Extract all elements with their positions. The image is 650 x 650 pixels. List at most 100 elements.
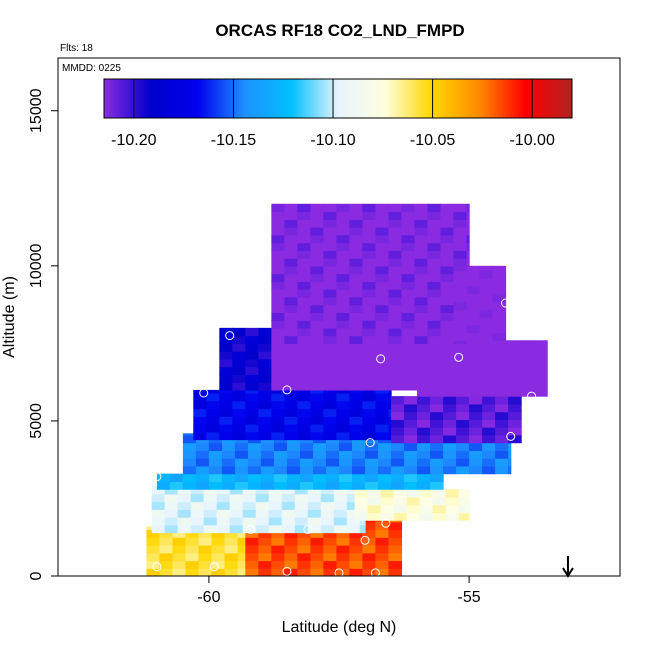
heatmap-cell	[229, 493, 244, 503]
heatmap-cell	[414, 234, 429, 244]
heatmap-cell	[466, 219, 470, 228]
heatmap-cell	[508, 372, 522, 382]
heatmap-cell	[406, 512, 421, 521]
heatmap-cell	[339, 458, 353, 467]
heatmap-cell	[310, 358, 324, 368]
heatmap-cell	[271, 343, 285, 352]
heatmap-cell	[380, 512, 395, 521]
heatmap-cell	[297, 234, 311, 244]
heatmap-cell	[466, 293, 481, 303]
heatmap-cell	[508, 442, 512, 451]
heatmap-cell	[224, 560, 239, 569]
heatmap-cell	[362, 211, 377, 220]
heatmap-cell	[456, 403, 470, 413]
heatmap-cell	[219, 382, 233, 391]
heatmap-cell	[375, 273, 390, 282]
heatmap-cell	[362, 304, 377, 313]
heatmap-cell	[310, 289, 324, 298]
sample-point	[428, 191, 438, 201]
heatmap-cell	[336, 389, 351, 394]
heatmap-cell	[221, 481, 236, 490]
heatmap-cell	[375, 568, 390, 576]
heatmap-cell	[185, 529, 200, 538]
heatmap-cell	[164, 517, 179, 526]
heatmap-cell	[258, 568, 272, 576]
heatmap-cell	[195, 465, 210, 475]
heatmap-cell	[391, 434, 405, 444]
heatmap-cell	[297, 289, 311, 298]
heatmap-cell	[495, 341, 509, 351]
heatmap-cell	[495, 380, 509, 389]
heatmap-cell	[349, 234, 364, 244]
heatmap-cell	[325, 442, 340, 451]
heatmap-cell	[349, 335, 364, 344]
sample-point	[303, 524, 313, 534]
heatmap-cell	[349, 258, 364, 267]
heatmap-cell	[284, 258, 298, 267]
heatmap-cell	[417, 341, 431, 351]
heatmap-cell	[375, 304, 390, 313]
heatmap-cell	[430, 396, 444, 405]
heatmap-cell	[375, 219, 390, 228]
heatmap-cell	[336, 335, 351, 344]
heatmap-cell	[495, 419, 509, 428]
heatmap-cell	[417, 403, 431, 413]
heatmap-cell	[349, 219, 364, 228]
heatmap-cell	[414, 327, 429, 337]
heatmap-cell	[388, 343, 403, 352]
heatmap-cell	[260, 481, 275, 490]
heatmap-cell	[414, 219, 429, 228]
heatmap-cell	[365, 473, 379, 482]
heatmap-cell	[479, 278, 494, 287]
heatmap-cell	[479, 285, 494, 295]
heatmap-cell	[323, 273, 337, 282]
heatmap-cell	[388, 560, 403, 569]
heatmap-cell	[206, 389, 220, 394]
heatmap-cell	[349, 408, 364, 417]
heatmap-cell	[469, 341, 483, 351]
heatmap-cell	[320, 486, 335, 495]
heatmap-cell	[198, 537, 213, 546]
heatmap-cell	[414, 296, 429, 306]
heatmap-cell	[297, 366, 311, 375]
heatmap-cell	[495, 442, 509, 451]
heatmap-cell	[534, 341, 548, 351]
heatmap-cell	[414, 304, 429, 313]
heatmap-cell	[388, 374, 403, 383]
heatmap-cell	[430, 380, 444, 389]
heatmap-cell	[177, 524, 192, 534]
heatmap-cell	[245, 343, 259, 352]
heatmap-cell	[297, 552, 311, 562]
x-tick-label: -55	[458, 589, 481, 606]
heatmap-cell	[297, 374, 311, 383]
arrow-marker	[562, 556, 574, 578]
heatmap-cell	[414, 273, 429, 282]
heatmap-cell	[492, 293, 507, 303]
heatmap-cell	[195, 450, 210, 459]
heatmap-cell	[458, 489, 470, 498]
heatmap-cell	[271, 250, 285, 259]
heatmap-cell	[182, 442, 197, 451]
heatmap-cell	[482, 442, 496, 451]
heatmap-cell	[443, 434, 457, 444]
heatmap-cell	[206, 400, 220, 410]
heatmap-cell	[284, 227, 298, 236]
heatmap-cell	[388, 335, 403, 344]
heatmap-cell	[508, 341, 522, 351]
heatmap-cell	[388, 281, 403, 290]
heatmap-cell	[440, 242, 455, 251]
heatmap-cell	[260, 442, 275, 451]
heatmap-cell	[336, 382, 351, 391]
heatmap-cell	[375, 296, 390, 306]
heatmap-cell	[310, 424, 324, 433]
heatmap-cell	[469, 372, 483, 382]
heatmap-cell	[151, 501, 166, 510]
heatmap-cell	[312, 481, 327, 490]
heatmap-cell	[284, 431, 298, 441]
heatmap-cell	[456, 349, 470, 358]
heatmap-cell	[453, 219, 468, 228]
heatmap-cell	[521, 380, 535, 389]
heatmap-cell	[430, 465, 444, 475]
heatmap-cell	[375, 258, 390, 267]
